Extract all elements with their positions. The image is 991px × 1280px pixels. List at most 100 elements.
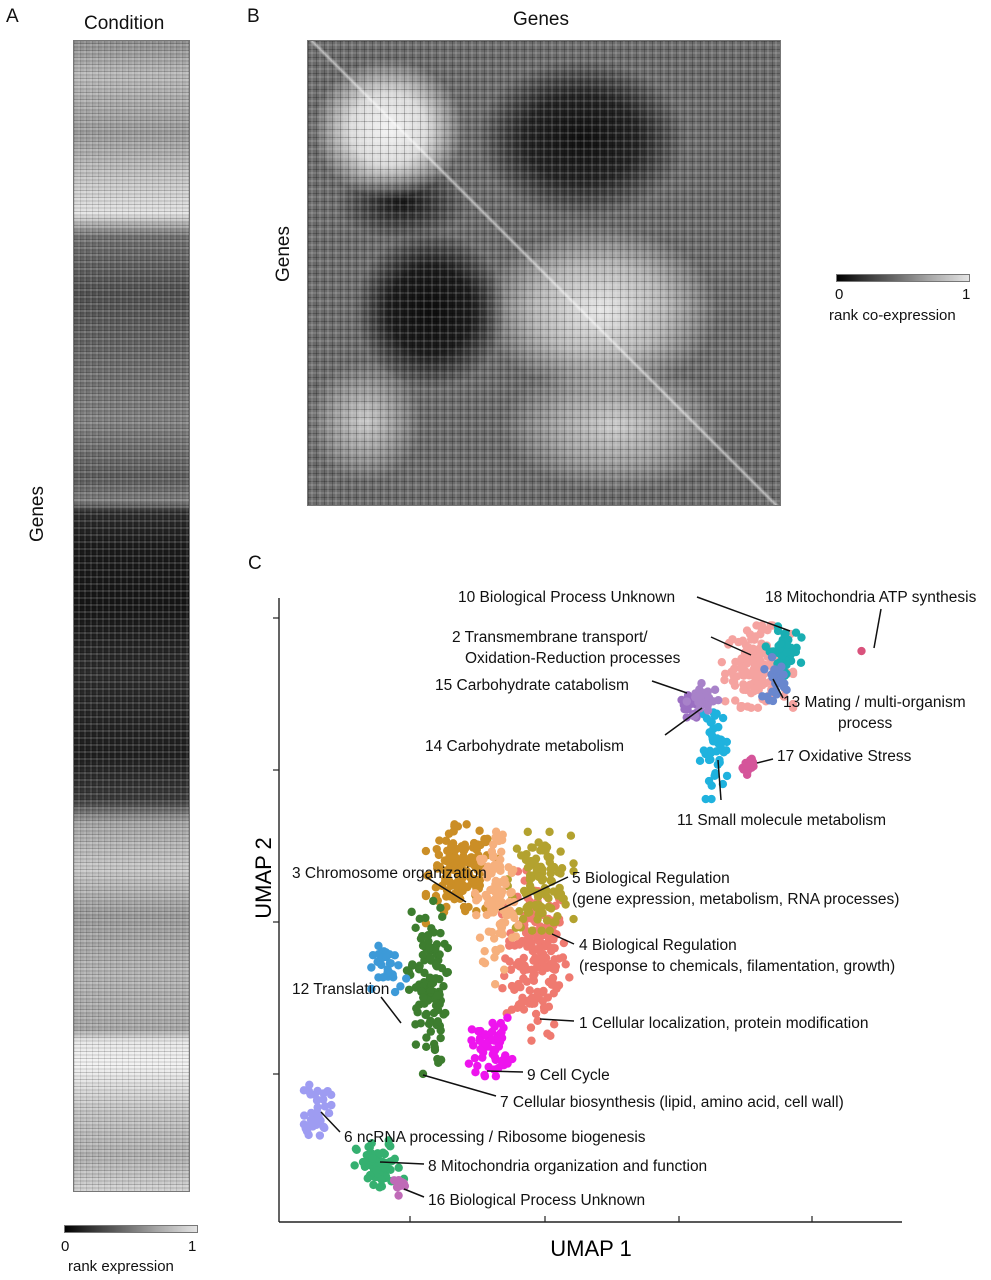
cluster-11-point [710,771,719,781]
cluster-5-point [475,933,485,942]
cluster-4-point [537,926,546,935]
cluster-1-point [550,955,559,964]
cluster-18-point [857,646,866,656]
cluster-8-point [358,1157,368,1167]
cluster-1-point [550,943,559,953]
cluster-11-points [695,696,732,804]
cluster-4-points [503,827,578,935]
cluster-7-point [431,1001,441,1010]
cluster-7-point [425,943,434,952]
cluster-2-point [729,678,739,687]
cluster-5-point [494,901,504,910]
cluster-5-point [495,920,505,929]
cluster-11-point [710,711,719,721]
cluster-4-label-line: (response to chemicals, filamentation, g… [579,958,895,975]
cluster-1-point [565,973,574,982]
colorbar-b-min-label: 0 [835,286,844,303]
cluster-15-point [694,692,703,701]
cluster-4-point [569,914,578,924]
cluster-9-point [470,1053,480,1063]
cluster-4-point [528,843,537,852]
cluster-4-point [566,831,576,840]
cluster-4-point [561,900,570,909]
colorbar-a-title: rank expression [68,1258,174,1275]
cluster-13-leader-line [772,678,784,699]
cluster-4-point [569,859,578,868]
cluster-6-points [299,1080,336,1140]
cluster-9-label: 9 Cell Cycle [527,1067,610,1084]
cluster-5-point [497,847,506,857]
cluster-9-point [508,1054,517,1064]
cluster-13-point [770,665,779,674]
cluster-2-point [734,637,743,647]
cluster-3-point [475,826,484,835]
cluster-5-point [483,870,492,879]
cluster-5-point [482,910,492,920]
cluster-17-leader-line [756,758,774,764]
umap-x-axis-label: UMAP 1 [550,1236,632,1261]
cluster-7-point [439,982,448,991]
cluster-2-label-line: 2 Transmembrane transport/ [452,629,648,646]
cluster-6-point [315,1131,325,1140]
cluster-7-point [422,1033,431,1042]
cluster-1-leader-line [539,1018,575,1022]
cluster-10-point [781,629,790,638]
cluster-4-point [536,846,545,855]
cluster-8-point [368,1154,377,1163]
cluster-6-point [306,1115,316,1124]
cluster-5-point [498,830,507,839]
cluster-4-point [525,875,535,884]
cluster-16-point [394,1191,403,1200]
cluster-5-point [514,921,523,930]
cluster-2-point [756,649,766,658]
cluster-5-point [488,852,498,862]
colorbar-a-max-label: 1 [188,1238,197,1255]
cluster-1-point [529,976,539,985]
cluster-4-point [542,916,552,925]
cluster-1-point [533,1016,542,1026]
cluster-7-label: 7 Cellular biosynthesis (lipid, amino ac… [500,1094,844,1111]
cluster-4-point [533,915,542,924]
cluster-3-point [441,836,451,845]
cluster-7-point [408,960,417,969]
colorbar-b-max-label: 1 [962,286,971,303]
cluster-2-point [744,643,753,652]
cluster-5-point [483,862,493,871]
cluster-1-point [561,960,570,969]
cluster-5-points [470,827,523,989]
cluster-3-label-line: 3 Chromosome organization [292,865,487,882]
cluster-1-point [558,953,568,962]
cluster-7-point [443,967,453,977]
cluster-7-point [414,965,424,974]
cluster-2-point [753,703,763,713]
cluster-4-point [527,926,537,935]
cluster-2-label: 2 Transmembrane transport/Oxidation-Redu… [452,629,681,667]
cluster-9-label-line: 9 Cell Cycle [527,1067,610,1084]
cluster-7-point [417,987,426,996]
cluster-17-label: 17 Oxidative Stress [777,748,912,765]
cluster-11-point [707,717,716,727]
cluster-9-point [478,1053,487,1062]
cluster-17-point [742,762,751,771]
cluster-6-point [313,1108,322,1117]
panel-b-letter: B [247,6,260,27]
panel-b-top-label: Genes [513,9,569,30]
cluster-8-point [365,1143,374,1152]
cluster-8-label: 8 Mitochondria organization and function [428,1158,707,1175]
cluster-16-points [389,1176,410,1200]
cluster-2-point [742,626,752,635]
cluster-3-point [475,875,485,885]
cluster-5-label: 5 Biological Regulation (gene expression,… [572,870,899,908]
cluster-10-point [797,633,806,642]
cluster-16-label: 16 Biological Process Unknown [428,1192,645,1209]
cluster-4-point [534,838,543,847]
cluster-15-point [708,697,718,706]
cluster-5-label-line: (gene expression, metabolism, RNA proces… [572,891,899,908]
cluster-17-label-line: 17 Oxidative Stress [777,748,912,765]
cluster-3-point [421,891,431,901]
cluster-7-point [426,986,436,995]
cluster-4-point [556,847,565,856]
cluster-6-point [320,1102,330,1111]
cluster-7-point [424,1019,434,1029]
